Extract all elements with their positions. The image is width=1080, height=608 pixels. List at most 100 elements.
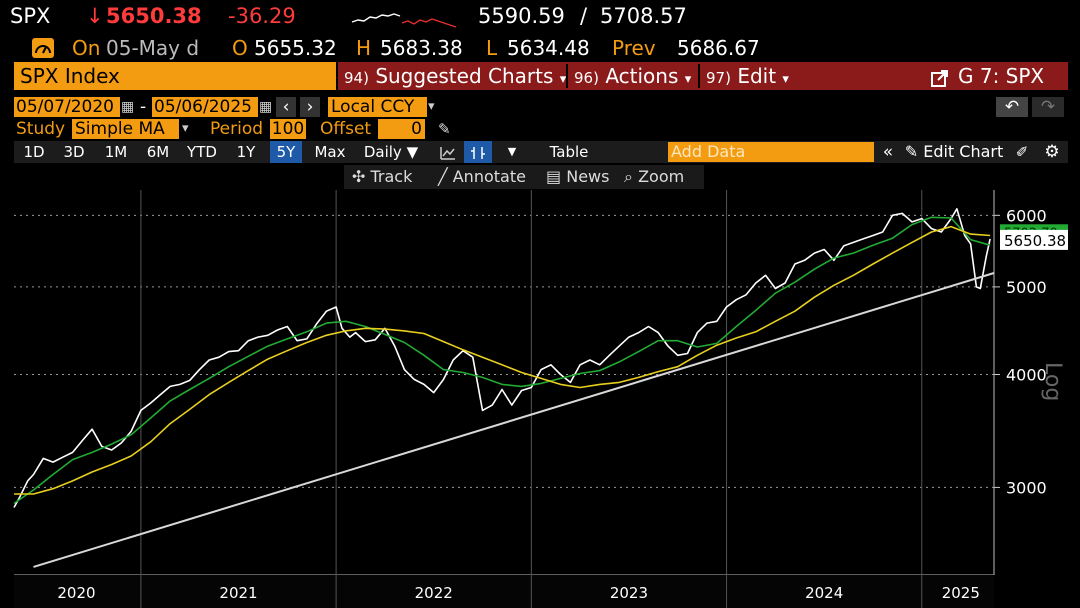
moving-average-long-line <box>14 225 991 495</box>
y-tick-label: 5000 <box>1006 278 1047 297</box>
calendar-icon[interactable]: ▦ <box>121 99 135 115</box>
period-label: Period <box>210 119 264 139</box>
range-3d[interactable]: 3D <box>63 143 85 161</box>
collapse-icon[interactable]: « <box>882 142 894 162</box>
end-date-field[interactable]: 05/06/2025 <box>152 97 258 117</box>
y-tick-label: 4000 <box>1006 365 1047 384</box>
edit-menu[interactable]: 97) Edit ▾ <box>706 64 789 88</box>
range-low: 5590.59 <box>478 4 565 28</box>
price-line <box>13 207 991 508</box>
quote-date: 05-May d <box>106 36 200 60</box>
chevron-down-icon: ▾ <box>684 72 692 87</box>
table-button[interactable]: Table <box>549 143 589 161</box>
x-tick-label: 2020 <box>57 584 95 602</box>
menu-divider <box>698 64 700 88</box>
news-icon: ▤ <box>546 167 562 186</box>
add-data-field[interactable]: Add Data <box>668 142 874 162</box>
last-price: 5650.38 <box>106 4 202 28</box>
next-period-button[interactable]: › <box>300 97 320 117</box>
range-ytd[interactable]: YTD <box>187 143 217 161</box>
news-button[interactable]: ▤ News <box>546 167 610 186</box>
price-chart[interactable]: 3000 4000 5000 6000 2020 2021 2022 2023 2024 2025… <box>0 190 1080 608</box>
x-tick-label: 2021 <box>219 584 257 602</box>
currency-select[interactable]: Local CCY <box>328 97 427 117</box>
on-label: On <box>72 36 101 60</box>
start-date-field[interactable]: 05/07/2020 <box>14 97 120 117</box>
sparkline-down-segment <box>401 18 457 28</box>
y-axis-title: Log <box>1040 362 1065 401</box>
high-label: H <box>356 36 372 60</box>
last-value-label: 5650.38 <box>1004 232 1066 250</box>
popout-icon[interactable] <box>930 62 950 90</box>
low-value: 5634.48 <box>507 36 590 60</box>
actions-menu[interactable]: 96) Actions ▾ <box>574 64 692 88</box>
period-input[interactable]: 100 <box>270 119 306 139</box>
y-tick-label: 3000 <box>1006 478 1047 497</box>
range-1d[interactable]: 1D <box>23 143 45 161</box>
chart-controls-bar <box>344 165 704 189</box>
line-chart-icon[interactable] <box>434 141 462 163</box>
chevron-down-icon: ▾ <box>782 72 789 87</box>
prev-period-button[interactable]: ‹ <box>276 97 296 117</box>
chevron-down-icon: ▼ <box>406 143 419 161</box>
pencil-icon: ✎ <box>904 142 919 161</box>
x-tick-label: 2022 <box>415 584 453 602</box>
range-max[interactable]: Max <box>314 143 346 161</box>
range-6m[interactable]: 6M <box>146 143 170 161</box>
offset-input[interactable]: 0 <box>378 119 425 139</box>
chevron-down-icon[interactable]: ▼ <box>507 145 517 158</box>
date-dash: - <box>140 97 147 117</box>
offset-label: Offset <box>320 119 372 139</box>
prev-value: 5686.67 <box>677 36 760 60</box>
suggested-charts-menu[interactable]: 94) Suggested Charts ▾ <box>344 64 567 88</box>
annotate-button[interactable]: ╱ Annotate <box>438 167 526 186</box>
menu-bar: 94) Suggested Charts ▾ 96) Actions ▾ 97)… <box>338 62 1068 90</box>
security-field[interactable]: SPX Index <box>14 62 336 90</box>
pencil-icon[interactable]: ✎ <box>438 120 451 138</box>
range-5y[interactable]: 5Y <box>270 141 302 163</box>
study-select[interactable]: Simple MA <box>72 119 179 139</box>
zoom-button[interactable]: ⌕ Zoom <box>624 167 685 186</box>
draw-icon[interactable]: ✐ <box>1015 143 1029 161</box>
open-value: 5655.32 <box>254 36 337 60</box>
range-1m[interactable]: 1M <box>104 143 128 161</box>
x-tick-label: 2023 <box>610 584 648 602</box>
range-separator: / <box>580 4 588 28</box>
frequency-select[interactable]: Daily ▼ <box>363 143 419 161</box>
high-value: 5683.38 <box>380 36 463 60</box>
net-change: -36.29 <box>228 4 296 28</box>
gear-icon[interactable]: ⚙ <box>1044 142 1060 162</box>
menu-divider <box>566 64 568 88</box>
down-arrow-icon: ↓ <box>86 4 104 28</box>
add-data-placeholder: Add Data <box>671 142 746 161</box>
chevron-down-icon[interactable]: ▾ <box>182 121 189 136</box>
open-label: O <box>232 36 248 60</box>
trend-line <box>33 272 995 568</box>
range-high: 5708.57 <box>600 4 687 28</box>
y-tick-label: 6000 <box>1006 206 1047 225</box>
candle-chart-icon[interactable] <box>464 141 492 163</box>
magnifier-icon: ⌕ <box>624 167 633 186</box>
x-tick-label: 2024 <box>805 584 843 602</box>
range-1y[interactable]: 1Y <box>236 143 256 161</box>
prev-label: Prev <box>612 36 656 60</box>
annotate-icon: ╱ <box>438 167 448 186</box>
x-tick-label: 2025 <box>942 584 980 602</box>
last-value-tag <box>1000 229 1068 250</box>
chevron-down-icon: ▾ <box>559 72 567 87</box>
speedometer-icon[interactable] <box>32 38 54 58</box>
low-label: L <box>486 36 498 60</box>
security-label: SPX Index <box>20 64 120 88</box>
undo-icon[interactable]: ↶ <box>996 97 1028 117</box>
x-axis-band <box>14 575 994 608</box>
intraday-sparkline <box>351 13 457 28</box>
ticker-symbol: SPX <box>10 4 51 28</box>
chevron-down-icon[interactable]: ▾ <box>428 99 435 114</box>
redo-icon[interactable]: ↷ <box>1032 97 1064 117</box>
moving-average-short-line <box>13 216 991 505</box>
track-button[interactable]: ✣ Track <box>352 167 413 186</box>
calendar-icon[interactable]: ▦ <box>259 99 273 115</box>
crosshair-icon: ✣ <box>352 167 366 186</box>
edit-chart-button[interactable]: ✎ Edit Chart <box>904 142 1004 161</box>
function-code[interactable]: G 7: SPX <box>958 64 1045 88</box>
